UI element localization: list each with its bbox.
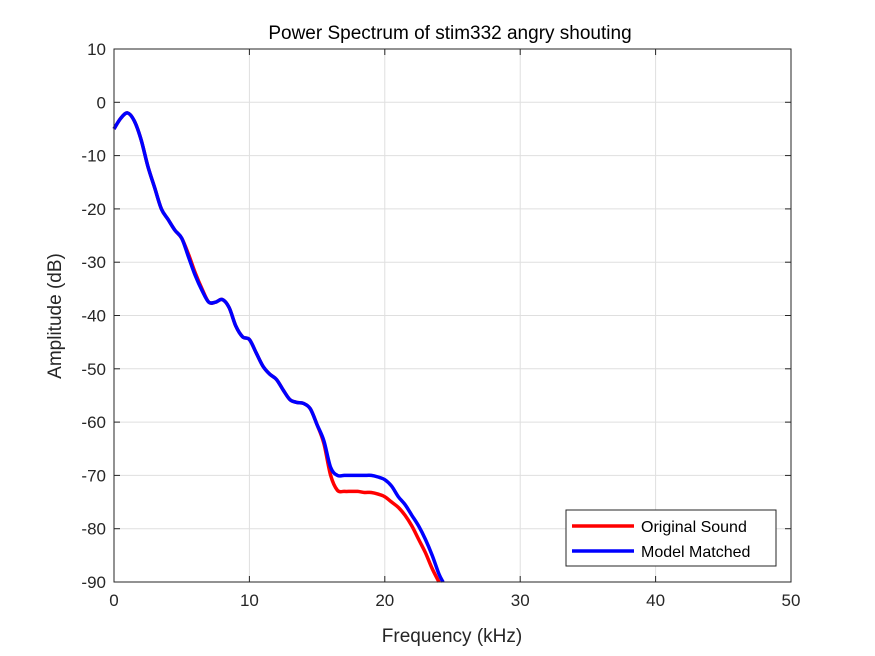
y-tick-label: 0 xyxy=(97,93,106,112)
x-tick-label: 50 xyxy=(782,591,801,610)
legend-label-original-sound: Original Sound xyxy=(641,519,747,536)
x-tick-label: 10 xyxy=(240,591,259,610)
y-tick-label: -10 xyxy=(81,147,106,166)
y-tick-label: -70 xyxy=(81,466,106,485)
y-tick-label: -80 xyxy=(81,520,106,539)
series-line-model-matched xyxy=(112,111,445,583)
legend-label-model-matched: Model Matched xyxy=(641,544,750,561)
y-axis-label: Amplitude (dB) xyxy=(45,253,66,379)
grid-lines xyxy=(114,49,791,582)
x-axis-label: Frequency (kHz) xyxy=(382,626,522,647)
legend: Original Sound Model Matched xyxy=(565,509,777,567)
y-tick-label: -50 xyxy=(81,360,106,379)
legend-box xyxy=(565,509,777,567)
axis-ticks: 0 10 20 30 40 50 10 0 -10 -20 -30 -40 -50 -60 -70 -80 -9… xyxy=(81,40,800,610)
x-tick-label: 20 xyxy=(375,591,394,610)
series-lines xyxy=(112,111,445,583)
y-tick-label: -20 xyxy=(81,200,106,219)
y-tick-label: -40 xyxy=(81,307,106,326)
y-tick-label: 10 xyxy=(87,40,106,59)
y-tick-label: -30 xyxy=(81,253,106,272)
y-tick-label: -90 xyxy=(81,573,106,592)
chart-title: Power Spectrum of stim332 angry shouting xyxy=(268,23,631,44)
x-tick-label: 30 xyxy=(511,591,530,610)
x-tick-label: 0 xyxy=(109,591,118,610)
y-tick-label: -60 xyxy=(81,413,106,432)
x-tick-label: 40 xyxy=(646,591,665,610)
